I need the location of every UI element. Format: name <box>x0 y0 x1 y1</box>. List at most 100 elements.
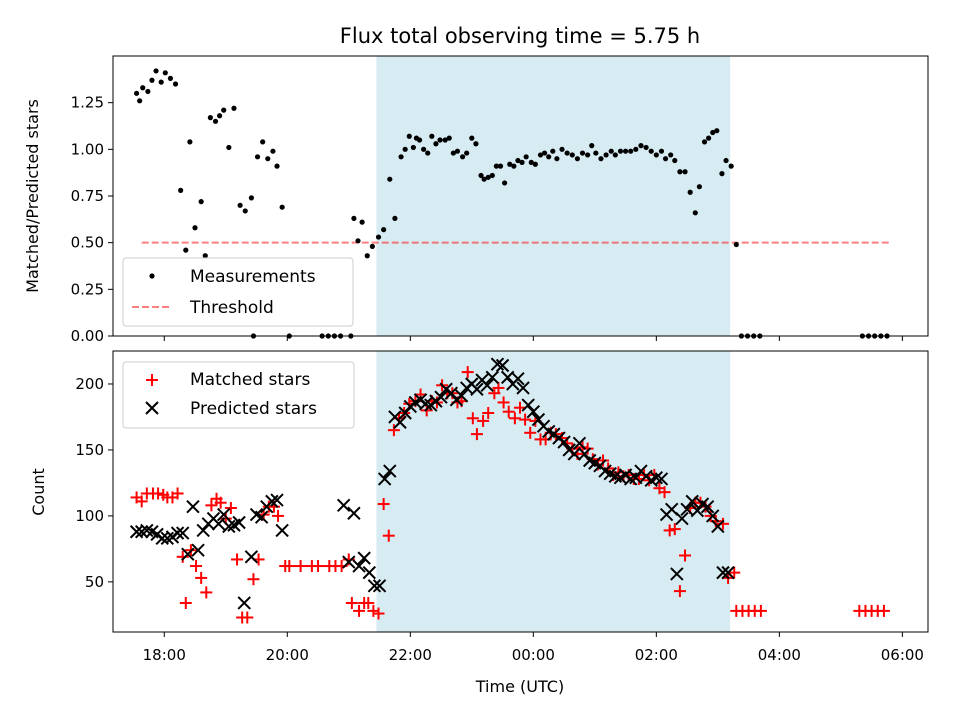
matched-star-point <box>152 487 165 500</box>
measurement-point <box>537 152 544 158</box>
matched-star-point <box>461 366 474 379</box>
measurement-point <box>677 169 683 175</box>
measurement-point <box>564 150 570 156</box>
measurement-point <box>192 225 198 231</box>
measurement-point <box>359 219 365 225</box>
predicted-star-point <box>352 559 366 573</box>
predicted-star-point <box>434 390 448 404</box>
predicted-star-point <box>572 436 587 451</box>
predicted-star-point <box>160 531 175 546</box>
measurement-point <box>546 154 552 160</box>
measurement-point <box>162 70 168 76</box>
measurement-point <box>217 113 223 119</box>
measurement-point <box>706 135 712 141</box>
matched-star-point <box>466 412 479 425</box>
predicted-star-point <box>244 550 259 564</box>
matched-star-point <box>353 604 366 617</box>
matched-star-point <box>497 396 510 409</box>
predicted-star-point <box>342 555 356 569</box>
measurement-point <box>658 148 665 154</box>
top-legend-box <box>122 257 354 327</box>
matched-star-point <box>673 585 686 598</box>
measurement-point <box>260 139 266 145</box>
measurement-point <box>528 159 534 165</box>
predicted-star-point <box>222 519 236 534</box>
bottom-y-tick-label: 100 <box>75 507 104 525</box>
measurement-point <box>158 79 164 85</box>
predicted-star-point <box>567 447 582 461</box>
measurement-point <box>226 144 232 151</box>
x-tick-label: 02:00 <box>635 646 678 664</box>
top-y-tick-label: 0.00 <box>71 327 104 345</box>
measurement-point <box>723 157 729 164</box>
matched-star-point <box>367 604 380 617</box>
measurement-point <box>574 156 580 162</box>
measurement-point <box>375 234 382 240</box>
measurement-point <box>593 150 599 156</box>
measurement-point <box>638 143 644 149</box>
predicted-star-point <box>237 596 251 610</box>
measurement-point <box>442 137 448 143</box>
chart-title: Flux total observing time = 5.75 h <box>340 24 700 48</box>
measurement-point <box>692 210 698 216</box>
matched-star-point <box>470 428 483 441</box>
bottom-panel: 50 100 150 200 18:00 20:00 22:00 00:00 02:00 04:… <box>29 350 929 696</box>
predicted-star-point <box>690 503 705 518</box>
measurement-point <box>381 227 387 233</box>
measurement-point <box>541 150 548 156</box>
matched-star-point <box>205 499 218 512</box>
matched-star-point <box>502 405 515 418</box>
measurement-point <box>270 148 276 154</box>
measurement-point <box>489 172 495 179</box>
predicted-star-point <box>700 499 715 514</box>
predicted-star-point <box>377 472 392 486</box>
bottom-legend-box <box>122 361 355 429</box>
measurement-point <box>497 163 504 169</box>
bottom-y-tick-label: 50 <box>85 573 104 591</box>
legend-threshold-label: Threshold <box>189 298 274 318</box>
measurement-point <box>714 128 720 134</box>
measurement-point <box>212 118 219 124</box>
x-tick-label: 20:00 <box>266 646 309 664</box>
matched-star-point <box>214 496 227 509</box>
predicted-star-point <box>418 397 433 411</box>
predicted-star-point <box>232 515 246 530</box>
measurement-point <box>248 195 254 201</box>
measurement-point <box>612 152 618 158</box>
measurement-point <box>710 129 716 136</box>
predicted-star-point <box>196 523 210 538</box>
measurement-point <box>481 176 487 182</box>
measurement-point <box>622 148 629 154</box>
predicted-star-point <box>211 517 226 531</box>
measurement-point <box>446 135 452 141</box>
measurement-point <box>429 133 435 139</box>
matched-star-point <box>387 424 400 437</box>
matched-star-point <box>224 501 237 514</box>
measurement-point <box>502 180 508 186</box>
matched-star-point <box>342 553 355 566</box>
measurement-point <box>433 141 439 147</box>
measurement-point <box>274 163 280 169</box>
matched-star-point <box>716 517 729 530</box>
predicted-star-point <box>716 565 730 580</box>
predicted-star-point <box>398 406 412 420</box>
measurement-point <box>511 163 517 169</box>
measurement-point <box>172 81 179 87</box>
predicted-star-point <box>526 404 541 419</box>
measurement-point <box>696 184 702 190</box>
matched-star-point <box>247 573 260 586</box>
measurement-point <box>207 115 213 121</box>
bottom-legend: Matched stars Predicted stars <box>122 361 355 429</box>
measurement-point <box>183 247 189 253</box>
measurement-point <box>515 157 521 164</box>
matched-star-point <box>508 412 521 425</box>
matched-star-point <box>195 571 208 584</box>
predicted-star-point <box>654 472 669 486</box>
legend-matched-marker <box>146 374 158 386</box>
measurement-point <box>589 143 595 149</box>
measurement-point <box>643 144 649 151</box>
legend-measurements-marker <box>149 273 155 279</box>
matched-star-point <box>345 596 358 609</box>
measurement-point <box>149 77 155 83</box>
matched-star-point <box>663 524 676 537</box>
